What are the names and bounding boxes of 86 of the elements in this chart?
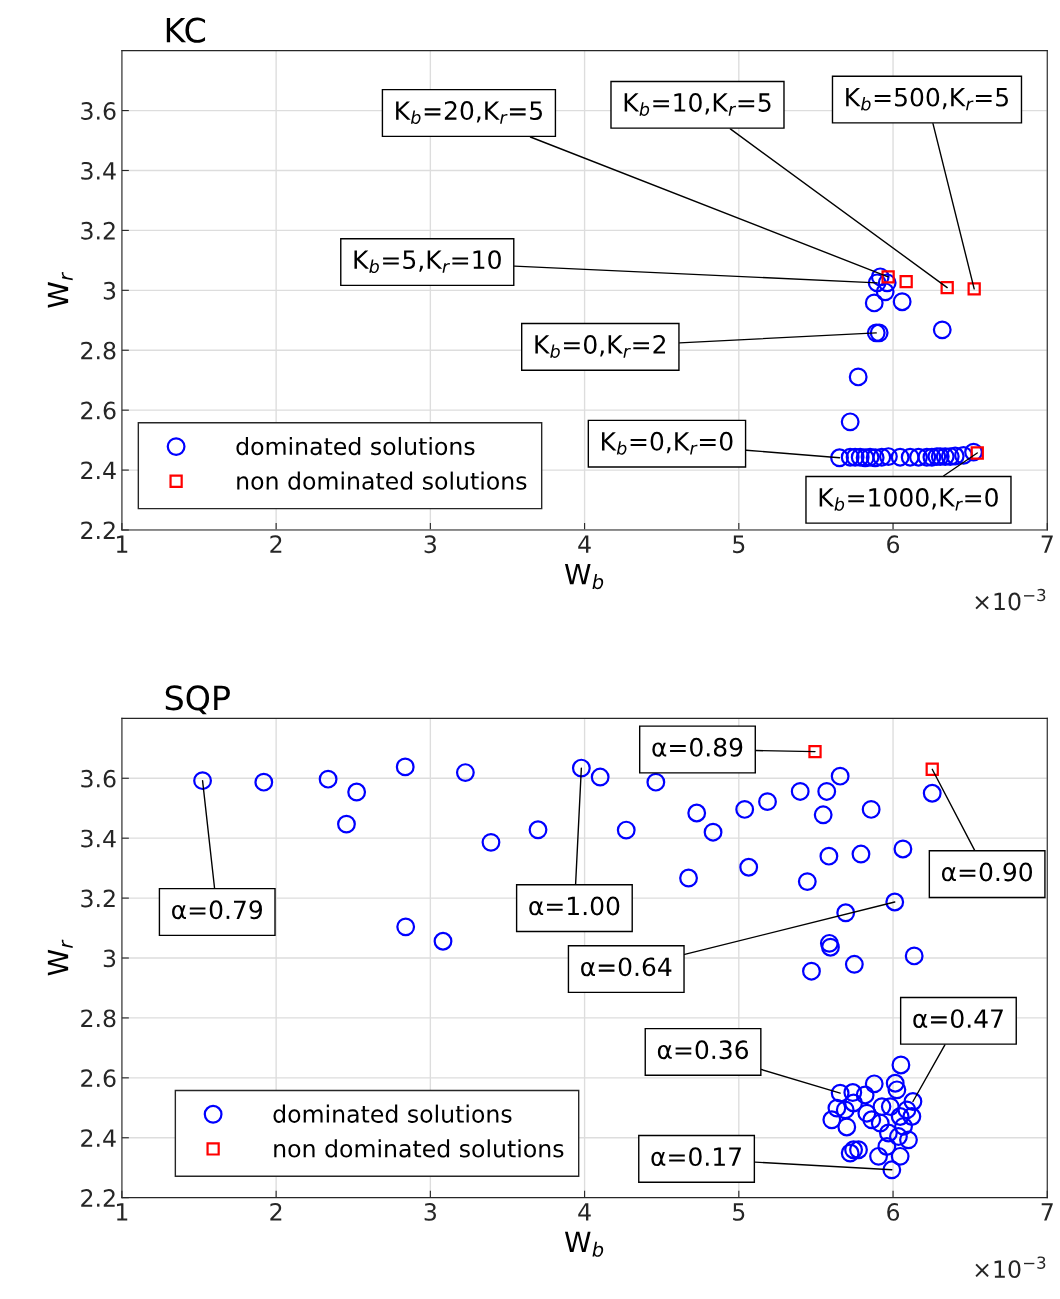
legend-label: non dominated solutions [274, 1139, 564, 1158]
y-tick-label: 2.6 [81, 1069, 116, 1088]
annotation: α=0.79 [172, 900, 262, 920]
point [964, 442, 983, 462]
annotation: K$_{b}$=5,K$_{r}$=10 [354, 250, 501, 274]
y-tick-label: 2.2 [81, 1189, 115, 1207]
y-axis-title: W$_{r}$ [47, 939, 73, 976]
point [935, 447, 955, 467]
point [830, 448, 849, 468]
annotation: K$_{b}$=500,K$_{r}$=5 [846, 87, 1008, 111]
x-tick-label: 3 [424, 535, 436, 554]
point [917, 447, 937, 467]
annotation: K$_{b}$=20,K$_{r}$=5 [396, 101, 542, 125]
point [865, 448, 885, 468]
point [845, 447, 865, 467]
x-tick-label: 2 [270, 1202, 282, 1221]
annotation: α=0.90 [941, 862, 1033, 882]
y-tick-label: 3 [103, 949, 116, 968]
y-tick-label: 3.4 [81, 161, 116, 180]
point [840, 412, 860, 432]
point [848, 367, 868, 387]
point [967, 282, 981, 296]
x-tick-label: 5 [733, 1203, 745, 1221]
point [864, 293, 884, 313]
y-tick-label: 2.4 [81, 1129, 116, 1147]
point [860, 447, 880, 467]
y-tick-label: 3.2 [81, 889, 115, 908]
annotation: K$_{b}$=1000,K$_{r}$=0 [819, 487, 998, 511]
legend-label: non dominated solutions [237, 471, 527, 490]
y-tick-label: 3.6 [81, 769, 116, 788]
point [890, 447, 910, 467]
y-axis-title: W$_{r}$ [47, 271, 73, 308]
point [840, 447, 860, 467]
annotation: K$_{b}$=0,K$_{r}$=0 [602, 431, 733, 455]
annotation: α=0.17 [651, 1147, 741, 1167]
point [870, 267, 890, 287]
point [940, 280, 954, 295]
annotation: α=1.00 [529, 896, 620, 916]
annotation: α=0.36 [657, 1040, 749, 1060]
y-tick-label: 2.8 [81, 341, 116, 360]
x-tick-label: 6 [887, 1202, 900, 1221]
x-tick-label: 6 [887, 535, 900, 554]
annotation: α=0.47 [913, 1009, 1003, 1029]
x-tick-label: 4 [578, 535, 591, 553]
x-axis-title: W$_{b}$ [564, 1231, 604, 1257]
y-tick-label: 3.4 [81, 829, 116, 848]
chart-title: KC [166, 17, 206, 43]
x-tick-label: 5 [733, 535, 745, 554]
y-tick-label: 3.2 [81, 221, 115, 240]
y-tick-label: 3 [103, 281, 116, 300]
point [940, 447, 960, 467]
y-tick-label: 3.6 [81, 102, 116, 120]
point [875, 282, 895, 302]
x-tick-label: 1 [116, 535, 128, 553]
y-tick-label: 2.4 [81, 461, 116, 480]
point [892, 292, 912, 312]
point [922, 447, 942, 467]
point [900, 447, 920, 467]
x-tick-label: 1 [116, 1203, 128, 1221]
point [878, 447, 898, 467]
point [899, 274, 913, 289]
point [932, 320, 952, 340]
x-tick-label: 7 [1041, 1203, 1053, 1221]
legend-label: dominated solutions [273, 1104, 512, 1123]
text: ×10$^{−3}$ [975, 1256, 1046, 1279]
point [872, 447, 892, 467]
point [877, 273, 897, 293]
legend-label: dominated solutions [236, 436, 475, 456]
annotation: K$_{b}$=10,K$_{r}$=5 [624, 92, 771, 116]
point [909, 447, 928, 467]
y-tick-label: 2.8 [81, 1009, 116, 1028]
x-tick-label: 3 [424, 1202, 436, 1221]
y-tick-label: 2.6 [81, 401, 116, 420]
point [850, 447, 870, 467]
annotation: α=0.64 [581, 957, 672, 977]
x-tick-label: 2 [270, 535, 282, 553]
text: ×10$^{−3}$ [975, 588, 1046, 611]
x-axis-title: W$_{b}$ [564, 564, 604, 590]
chart-title: SQP [165, 685, 230, 715]
y-tick-label: 2.2 [81, 521, 115, 539]
annotation: K$_{b}$=0,K$_{r}$=2 [535, 335, 666, 358]
annotation: α=0.89 [652, 737, 743, 757]
x-tick-label: 4 [578, 1203, 591, 1221]
x-tick-label: 7 [1041, 535, 1053, 553]
point [867, 273, 887, 293]
point [855, 448, 875, 468]
